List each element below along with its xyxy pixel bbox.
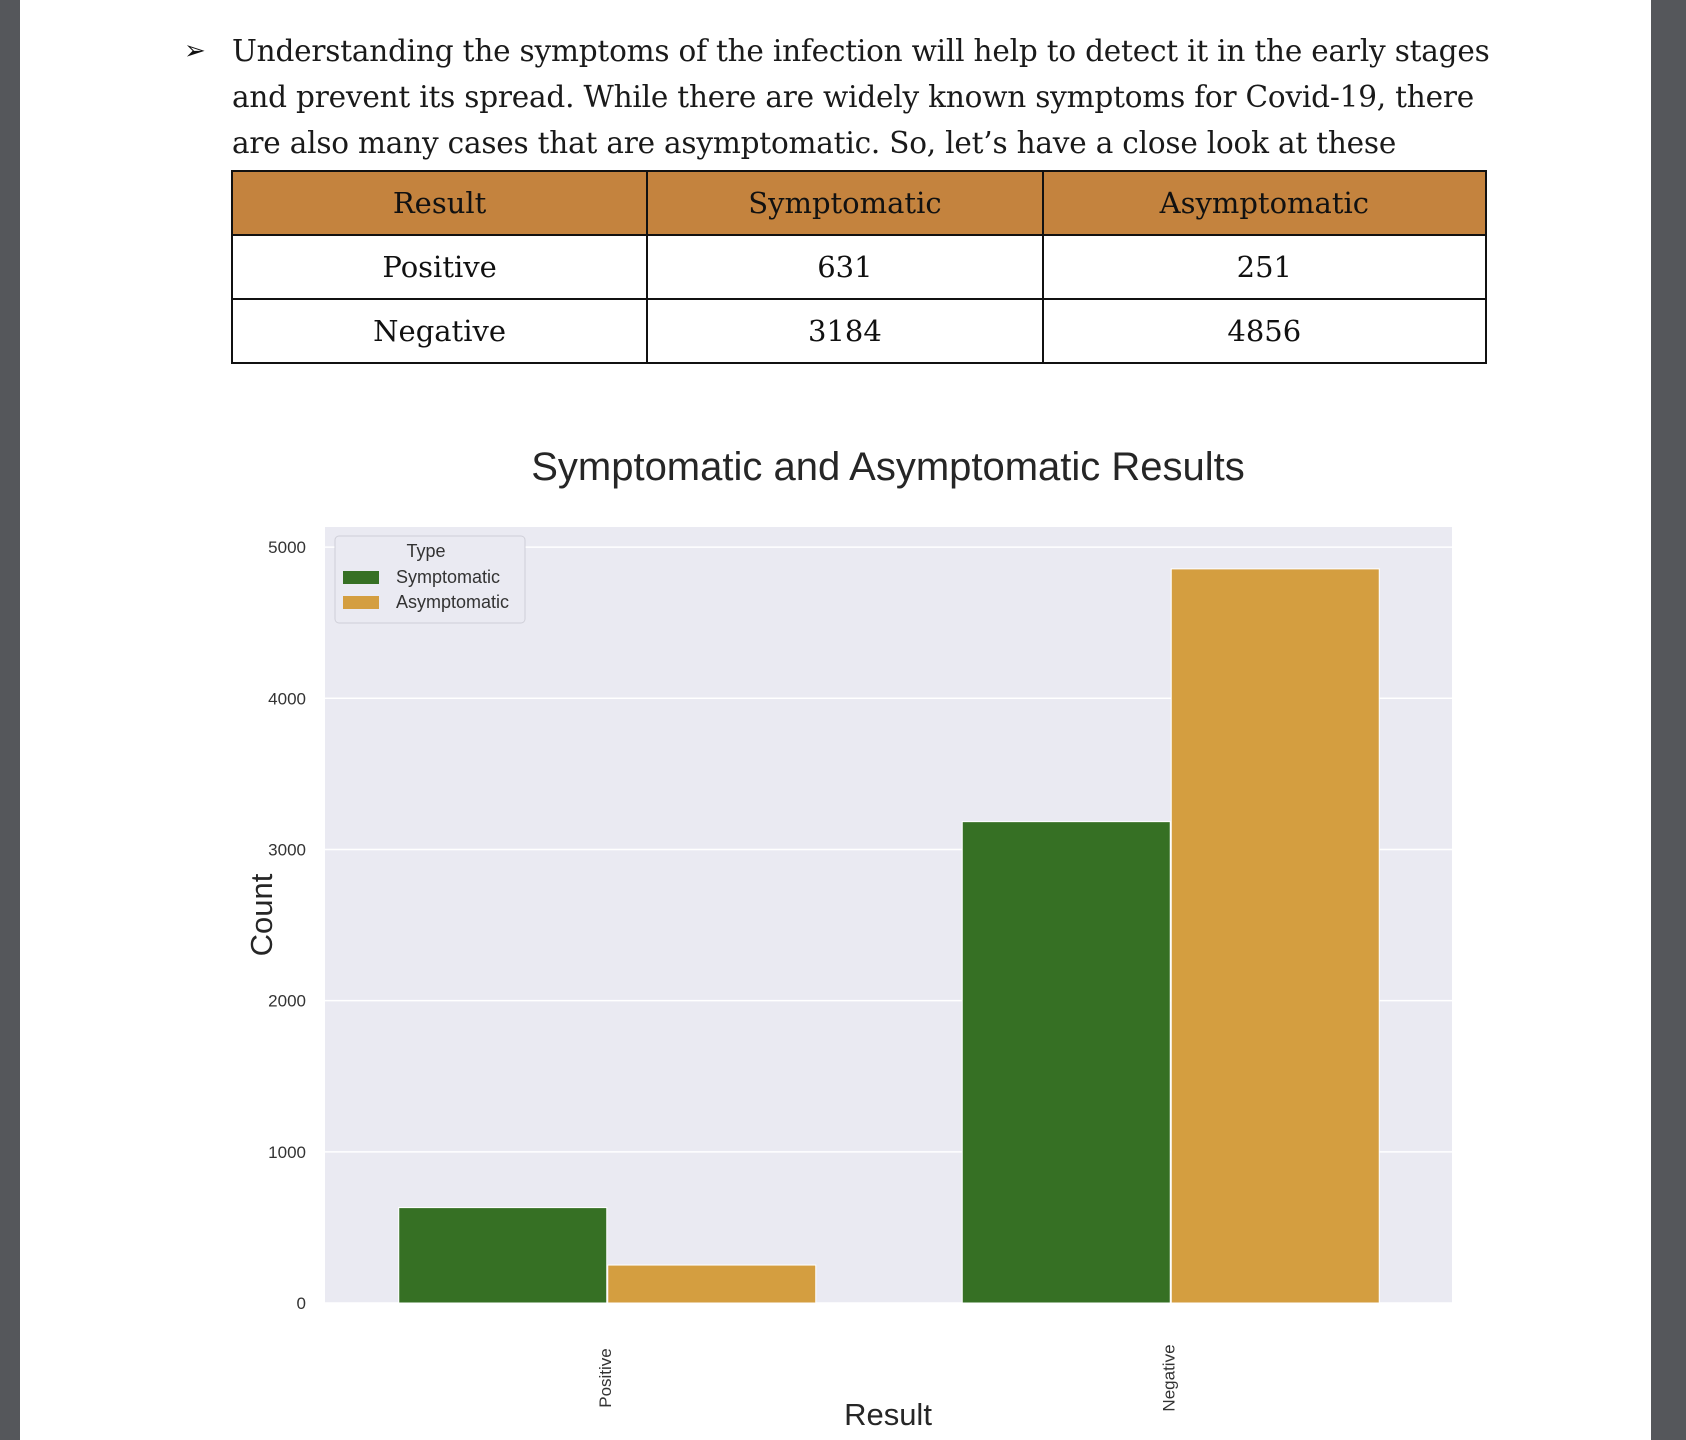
table-header-cell: Symptomatic xyxy=(646,170,1044,236)
y-axis-label: Count xyxy=(244,873,279,956)
chart-title: Symptomatic and Asymptomatic Results xyxy=(531,450,1245,489)
legend-title: Type xyxy=(406,541,445,561)
legend-label: Symptomatic xyxy=(396,567,500,587)
chart-svg: 0 1000 2000 3000 4000 5000 Positive Negative Sym… xyxy=(244,450,1452,1432)
bar-asymptomatic-negative xyxy=(1170,568,1380,1304)
table-header-cell: Asymptomatic xyxy=(1041,170,1488,236)
bar-asymptomatic-positive xyxy=(607,1264,817,1304)
table-cell: 3184 xyxy=(646,298,1044,364)
bar-symptomatic-positive xyxy=(398,1207,608,1304)
y-tick-label: 2000 xyxy=(268,992,306,1011)
y-tick-label: 3000 xyxy=(268,840,306,859)
bar-chart: 0 1000 2000 3000 4000 5000 Positive Negative Sym… xyxy=(20,450,1651,1440)
x-tick-label: Positive xyxy=(596,1348,615,1408)
table-cell: 251 xyxy=(1041,234,1488,300)
legend-swatch xyxy=(343,596,379,609)
y-tick-label: 5000 xyxy=(268,538,306,557)
statistics-table: Result Symptomatic Asymptomatic Positive… xyxy=(230,170,1488,364)
x-axis-label: Result xyxy=(844,1397,932,1432)
table-row: Positive 631 251 xyxy=(230,234,1488,300)
y-tick-label: 1000 xyxy=(268,1143,306,1162)
legend-box xyxy=(334,535,526,624)
y-tick-label: 4000 xyxy=(268,689,306,708)
y-tick-label: 0 xyxy=(297,1294,306,1313)
bar-symptomatic-negative xyxy=(961,821,1171,1304)
table-header-row: Result Symptomatic Asymptomatic xyxy=(230,170,1488,236)
document-page: ➢ Understanding the symptoms of the infe… xyxy=(20,0,1651,1440)
table-cell: 4856 xyxy=(1041,298,1488,364)
arrow-bullet-icon: ➢ xyxy=(184,36,206,66)
x-tick-label: Negative xyxy=(1160,1344,1179,1411)
legend-swatch xyxy=(343,571,379,584)
table-cell: Negative xyxy=(230,298,649,364)
legend-label: Asymptomatic xyxy=(396,592,509,612)
table-cell: Positive xyxy=(230,234,649,300)
table-header-cell: Result xyxy=(230,170,649,236)
table-row: Negative 3184 4856 xyxy=(230,298,1488,364)
table-cell: 631 xyxy=(646,234,1044,300)
